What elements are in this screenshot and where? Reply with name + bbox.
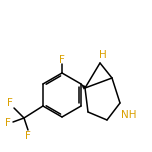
Text: NH: NH [121, 110, 136, 120]
Text: F: F [59, 55, 65, 65]
Text: F: F [7, 98, 13, 108]
Text: F: F [5, 118, 11, 128]
Text: F: F [25, 131, 31, 141]
Polygon shape [81, 84, 86, 89]
Text: H: H [99, 50, 107, 60]
